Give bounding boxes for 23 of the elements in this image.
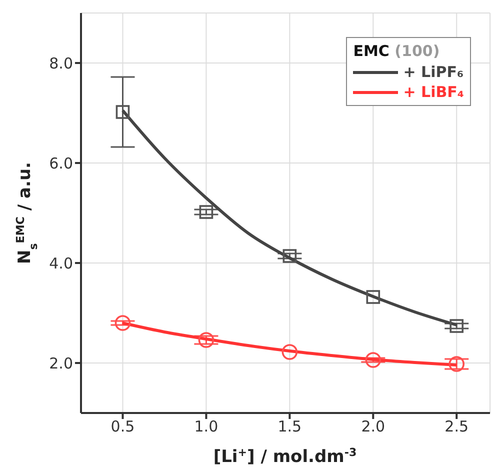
x-axis-title: [Li$^{+}$] / mol.dm$^{-3}$ — [213, 446, 357, 467]
point — [198, 332, 214, 348]
point — [116, 105, 130, 119]
legend-label: + LiPF₆ — [403, 63, 464, 81]
point — [450, 319, 464, 333]
point — [114, 315, 131, 331]
y-tick-label: 6.0 — [49, 154, 73, 172]
x-tick-label: 1.5 — [278, 418, 302, 436]
y-tick-label: 2.0 — [49, 354, 73, 372]
point — [199, 205, 214, 219]
x-tick-label: 2.0 — [361, 418, 386, 436]
y-tick-label: 4.0 — [49, 254, 73, 272]
x-tick-label: 1.0 — [194, 418, 218, 436]
x-tick-label: 0.5 — [110, 418, 135, 436]
point — [365, 352, 382, 368]
y-tick-label: 8.0 — [49, 54, 73, 72]
point — [448, 356, 465, 372]
legend-label: + LiBF₄ — [403, 83, 464, 101]
x-tick-label: 2.5 — [444, 418, 469, 436]
point — [282, 344, 298, 360]
point — [282, 249, 297, 263]
legend-title: EMC (100) — [353, 42, 440, 60]
point — [366, 290, 380, 304]
